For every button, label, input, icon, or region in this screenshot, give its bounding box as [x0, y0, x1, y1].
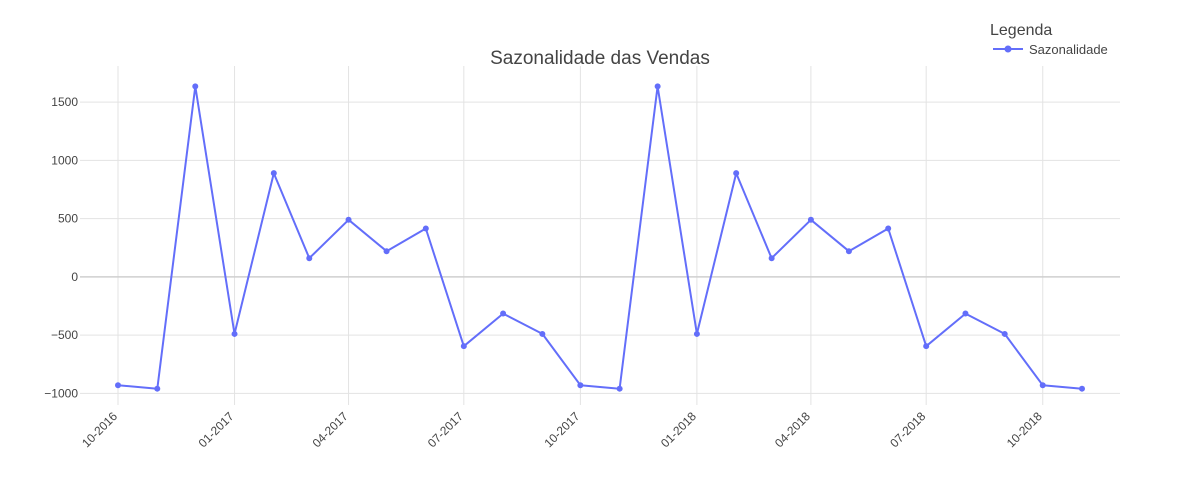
legend: Legenda Sazonalidade: [990, 22, 1108, 57]
grid: [80, 66, 1120, 405]
data-point-0-7[interactable]: [383, 248, 390, 255]
data-point-0-8[interactable]: [422, 225, 429, 232]
series-line-0: [117, 85, 1083, 390]
y-tick-label-5: −1000: [44, 386, 78, 400]
data-point-0-18[interactable]: [807, 216, 814, 223]
y-tick-label-4: −500: [51, 328, 78, 342]
y-tick-label-0: 1500: [51, 95, 78, 109]
data-point-0-11[interactable]: [539, 330, 546, 337]
data-point-0-16[interactable]: [733, 170, 740, 177]
data-point-0-3[interactable]: [231, 330, 238, 337]
y-tick-labels: 1500 1000 500 0 −500 −1000: [44, 95, 78, 400]
data-point-0-6[interactable]: [345, 216, 352, 223]
data-point-0-5[interactable]: [306, 255, 313, 262]
legend-label: Sazonalidade: [1029, 42, 1108, 57]
y-tick-label-3: 0: [71, 270, 78, 284]
data-point-0-13[interactable]: [616, 385, 623, 392]
y-tick-label-1: 1000: [51, 153, 78, 167]
data-point-0-12[interactable]: [577, 382, 584, 389]
data-point-0-17[interactable]: [768, 255, 775, 262]
legend-marker: [1004, 45, 1012, 53]
data-point-0-19[interactable]: [845, 248, 852, 255]
data-point-0-4[interactable]: [270, 170, 277, 177]
y-tick-label-2: 500: [58, 212, 78, 226]
data-point-0-21[interactable]: [923, 343, 930, 350]
data-point-0-24[interactable]: [1039, 382, 1046, 389]
data-point-0-15[interactable]: [693, 330, 700, 337]
data-point-0-20[interactable]: [885, 225, 892, 232]
legend-item-sazonalidade[interactable]: Sazonalidade: [993, 42, 1108, 57]
data-point-0-0[interactable]: [115, 382, 122, 389]
data-point-0-9[interactable]: [460, 343, 467, 350]
series-layer: [115, 83, 1085, 392]
legend-title: Legenda: [990, 22, 1052, 39]
data-point-0-14[interactable]: [654, 83, 661, 90]
chart-title: Sazonalidade das Vendas: [490, 48, 710, 69]
data-point-0-25[interactable]: [1078, 385, 1085, 392]
data-point-0-10[interactable]: [500, 310, 507, 317]
data-point-0-22[interactable]: [962, 310, 969, 317]
data-point-0-23[interactable]: [1001, 330, 1008, 337]
data-point-0-1[interactable]: [154, 385, 161, 392]
data-point-0-2[interactable]: [192, 83, 199, 90]
